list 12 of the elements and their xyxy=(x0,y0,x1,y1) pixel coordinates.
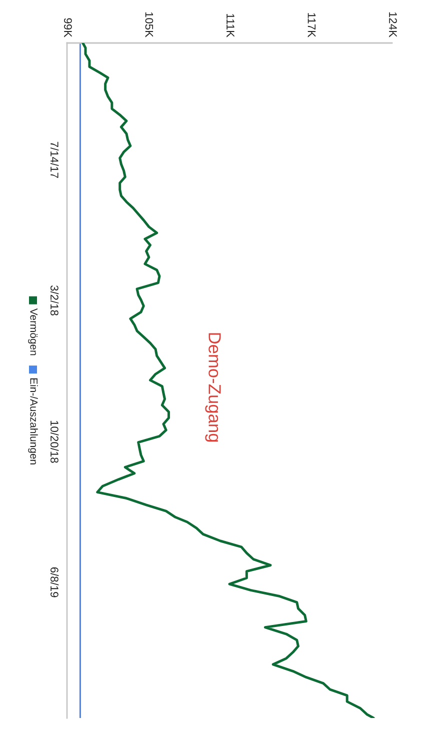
y-tick-label: 7/14/17 xyxy=(50,142,59,178)
y-tick-label: 6/8/19 xyxy=(50,567,59,598)
legend-label: Ein-/Auszahlungen xyxy=(28,378,38,464)
legend-label: Vermögen xyxy=(28,308,38,356)
annotation: Demo-Zugang xyxy=(205,333,221,442)
x-tick-label: 124K xyxy=(389,12,397,38)
x-tick-label: 105K xyxy=(145,12,154,38)
y-tick-label: 3/2/18 xyxy=(50,285,59,316)
x-tick-label: 111K xyxy=(226,14,234,38)
x-tick-label: 117K xyxy=(308,13,316,38)
y-tick-label: 10/20/18 xyxy=(50,420,59,463)
x-tick-label: 99K xyxy=(64,18,72,38)
